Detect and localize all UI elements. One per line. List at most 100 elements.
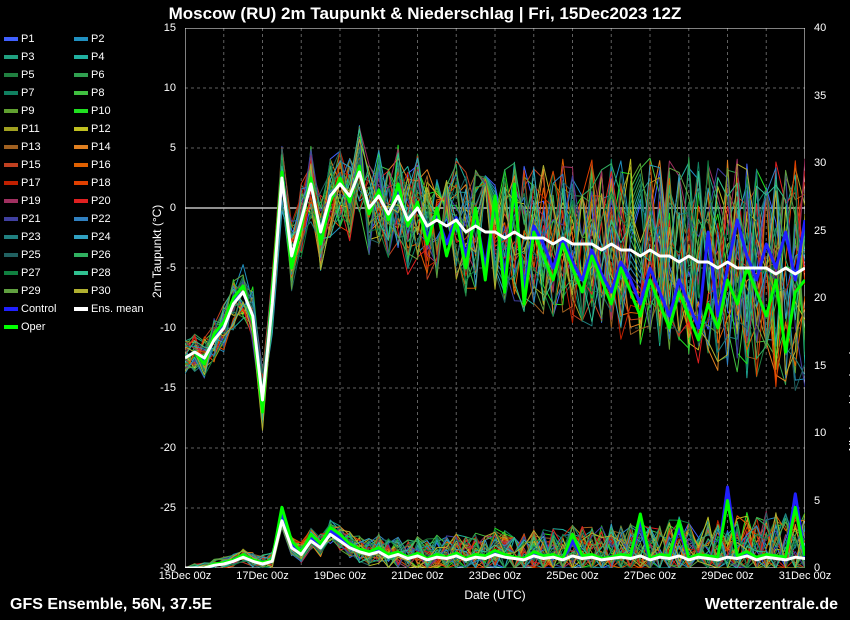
legend-label: P28	[91, 267, 111, 279]
legend-swatch	[4, 325, 18, 329]
legend-swatch	[4, 109, 18, 113]
legend-swatch	[4, 307, 18, 311]
legend-swatch	[74, 127, 88, 131]
legend-swatch	[74, 37, 88, 41]
legend-label: P25	[21, 249, 41, 261]
legend-row: P1P2	[4, 30, 144, 48]
legend-item: P5	[4, 69, 74, 81]
y-left-axis-label: 2m Taupunkt (°C)	[150, 205, 164, 298]
legend-swatch	[4, 271, 18, 275]
legend-item: P28	[74, 267, 144, 279]
legend-label: P22	[91, 213, 111, 225]
legend-label: Oper	[21, 321, 45, 333]
legend-item: P1	[4, 33, 74, 45]
legend-swatch	[74, 163, 88, 167]
legend-label: P9	[21, 105, 34, 117]
legend-label: P27	[21, 267, 41, 279]
legend-label: P19	[21, 195, 41, 207]
legend-row: P13 P14	[4, 138, 144, 156]
legend-swatch	[74, 271, 88, 275]
legend-item: Control	[4, 303, 74, 315]
legend-label: P12	[91, 123, 111, 135]
legend-label: P11	[21, 123, 40, 135]
legend-swatch	[74, 253, 88, 257]
legend-label: P17	[21, 177, 41, 189]
legend-swatch	[74, 109, 88, 113]
legend-swatch	[4, 145, 18, 149]
legend-label: P13	[21, 141, 41, 153]
legend-swatch	[74, 73, 88, 77]
legend-swatch	[4, 289, 18, 293]
lines-svg	[185, 28, 805, 568]
legend-label: P4	[91, 51, 104, 63]
legend-label: P29	[21, 285, 41, 297]
legend-row: P29 P30	[4, 282, 144, 300]
legend-label: P15	[21, 159, 41, 171]
x-ticks: 15Dec 00z17Dec 00z19Dec 00z21Dec 00z23De…	[185, 570, 805, 586]
legend-label: P16	[91, 159, 111, 171]
legend: P1P2P3P4P5P6P7P8P9P10P11P12P13P14P15P16P…	[4, 30, 144, 336]
legend-item: P10	[74, 105, 144, 117]
legend-swatch	[4, 91, 18, 95]
legend-item: Oper	[4, 321, 74, 333]
legend-item: P19	[4, 195, 74, 207]
legend-row: P23 P24	[4, 228, 144, 246]
legend-row: Control Ens. mean	[4, 300, 144, 318]
legend-row: P19 P20	[4, 192, 144, 210]
legend-item: P4	[74, 51, 144, 63]
legend-label: P20	[91, 195, 111, 207]
legend-row: P27 P28	[4, 264, 144, 282]
legend-swatch	[4, 253, 18, 257]
footer-right: Wetterzentrale.de	[705, 596, 838, 614]
legend-item: P11	[4, 123, 74, 135]
legend-item: P29	[4, 285, 74, 297]
legend-label: P23	[21, 231, 41, 243]
legend-item: P12	[74, 123, 144, 135]
legend-row: P11 P12	[4, 120, 144, 138]
legend-label: P5	[21, 69, 34, 81]
footer-left: GFS Ensemble, 56N, 37.5E	[10, 596, 212, 614]
legend-item: P23	[4, 231, 74, 243]
legend-label: P7	[21, 87, 34, 99]
legend-label: P14	[91, 141, 111, 153]
legend-swatch	[74, 91, 88, 95]
legend-item: P13	[4, 141, 74, 153]
legend-item: P20	[74, 195, 144, 207]
legend-item: P22	[74, 213, 144, 225]
legend-item: Ens. mean	[74, 303, 144, 315]
legend-item: P25	[4, 249, 74, 261]
legend-swatch	[74, 289, 88, 293]
legend-item: P24	[74, 231, 144, 243]
legend-swatch	[4, 127, 18, 131]
y-left-ticks: -30-25-20-15-10-5051015	[150, 28, 180, 568]
y-right-axis-label: Niederschlag (mm)	[846, 350, 850, 451]
legend-label: P24	[91, 231, 111, 243]
legend-label: P30	[91, 285, 111, 297]
legend-swatch	[4, 163, 18, 167]
legend-item: P26	[74, 249, 144, 261]
legend-swatch	[4, 37, 18, 41]
legend-item: P18	[74, 177, 144, 189]
legend-item: P8	[74, 87, 144, 99]
legend-item: P7	[4, 87, 74, 99]
legend-item: P27	[4, 267, 74, 279]
legend-row: P7 P8	[4, 84, 144, 102]
legend-swatch	[74, 199, 88, 203]
legend-swatch	[74, 145, 88, 149]
legend-item: P21	[4, 213, 74, 225]
legend-swatch	[4, 217, 18, 221]
legend-row: P3 P4	[4, 48, 144, 66]
legend-swatch	[4, 55, 18, 59]
legend-label: P10	[91, 105, 111, 117]
legend-item: P16	[74, 159, 144, 171]
legend-swatch	[74, 217, 88, 221]
legend-row: Oper	[4, 318, 144, 336]
chart-title: Moscow (RU) 2m Taupunkt & Niederschlag |…	[0, 4, 850, 24]
legend-item: P30	[74, 285, 144, 297]
legend-item: P14	[74, 141, 144, 153]
legend-label: P1	[21, 33, 34, 45]
legend-label: Control	[21, 303, 56, 315]
legend-swatch	[4, 235, 18, 239]
legend-swatch	[74, 307, 88, 311]
legend-item: P3	[4, 51, 74, 63]
